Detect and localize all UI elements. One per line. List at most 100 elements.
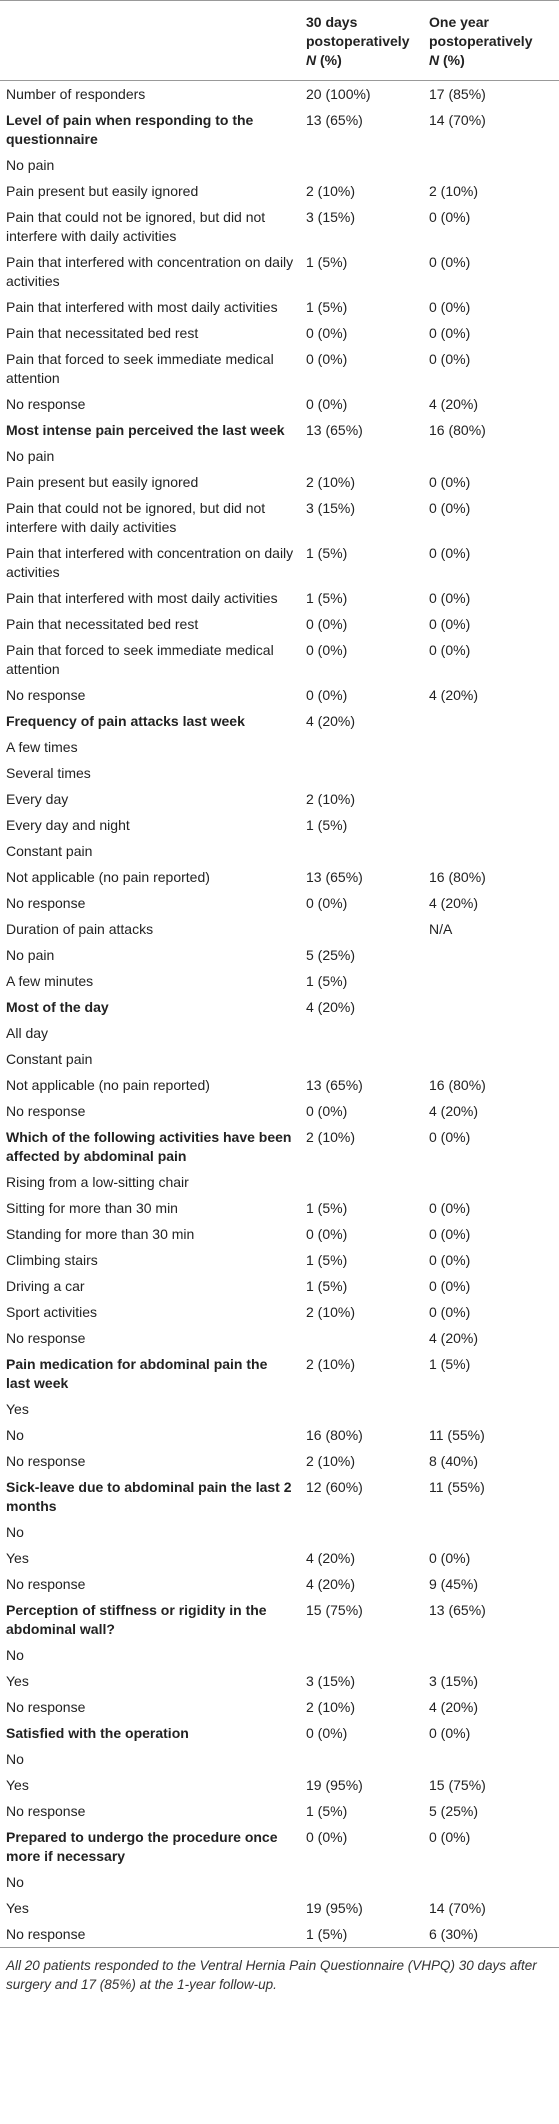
cell: 4 (20%) [429,1698,479,1715]
table-row: Driving a car 1 (5%) 0 (0%) [0,1273,559,1299]
row-label: Pain that interfered with most daily act… [6,298,278,315]
cell: 4 (20%) [429,1329,479,1346]
cell: 14 (70%) [429,111,486,128]
cell [423,1020,559,1046]
cell: 0 (0%) [306,686,348,703]
row-label: Pain that necessitated bed rest [6,324,199,341]
cell [423,1169,559,1195]
row-label: Every day and night [6,816,130,833]
cell: 16 (80%) [306,1426,363,1443]
cell: 4 (20%) [306,1549,356,1566]
table-row: No [0,1642,559,1668]
cell: 0 (0%) [429,350,471,367]
row-label: Pain present but easily ignored [6,473,199,490]
cell: 5 (25%) [306,946,356,963]
cell [300,760,423,786]
row-label: No response [6,1802,86,1819]
table-row: Pain that interfered with most daily act… [0,585,559,611]
cell: 0 (0%) [429,1549,471,1566]
cell [300,1642,423,1668]
table-row: Prepared to undergo the procedure once m… [0,1824,559,1869]
cell [300,1020,423,1046]
table-row: No pain 5 (25%) [0,942,559,968]
row-label: Duration of pain attacks [6,920,154,937]
row-label: No response [6,1452,86,1469]
row-label: No response [6,1575,86,1592]
cell: 16 (80%) [429,868,486,885]
cell: 2 (10%) [306,1698,356,1715]
cell: 1 (5%) [306,253,348,270]
table-row: Which of the following activities have b… [0,1124,559,1169]
table-row: No pain [0,443,559,469]
row-label: Frequency of pain attacks last week [6,712,245,729]
row-label: Prepared to undergo the procedure once m… [6,1828,278,1864]
row-label: No response [6,395,86,412]
row-label: Pain that forced to seek immediate medic… [6,350,274,386]
table-row: Every day 2 (10%) [0,786,559,812]
table-row: No response 0 (0%) 4 (20%) [0,890,559,916]
table-row: Pain that could not be ignored, but did … [0,204,559,249]
table-row: Yes 4 (20%) 0 (0%) [0,1545,559,1571]
cell: 1 (5%) [306,1277,348,1294]
cell: 0 (0%) [429,253,471,270]
cell: 0 (0%) [306,1724,348,1741]
header-cell [0,1,300,81]
cell [300,1396,423,1422]
cell: 0 (0%) [306,395,348,412]
table-row: Pain present but easily ignored 2 (10%) 0 … [0,469,559,495]
row-label: Pain that interfered with most daily act… [6,589,278,606]
cell: 0 (0%) [429,1724,471,1741]
cell: 3 (15%) [429,1672,479,1689]
cell [300,1169,423,1195]
row-label: No response [6,1329,86,1346]
cell: 0 (0%) [306,324,348,341]
cell [300,1869,423,1895]
cell: 4 (20%) [429,686,479,703]
cell: 4 (20%) [306,1575,356,1592]
cell: 0 (0%) [429,208,471,225]
cell: 3 (15%) [306,1672,356,1689]
table-row: No response 2 (10%) 4 (20%) [0,1694,559,1720]
table-row: Pain that interfered with most daily act… [0,294,559,320]
cell: 0 (0%) [306,350,348,367]
cell: 11 (55%) [429,1478,485,1495]
table-row: Constant pain [0,838,559,864]
cell: 14 (70%) [429,1899,486,1916]
table-row: Perception of stiffness or rigidity in t… [0,1597,559,1642]
table-row: No response 0 (0%) 4 (20%) [0,391,559,417]
cell [300,1746,423,1772]
cell: 0 (0%) [429,1277,471,1294]
cell [423,1642,559,1668]
cell: 2 (10%) [306,473,356,490]
cell: 1 (5%) [306,1251,348,1268]
table-row: Sick-leave due to abdominal pain the las… [0,1474,559,1519]
cell [300,152,423,178]
cell [423,1869,559,1895]
row-label: No response [6,686,86,703]
cell [423,838,559,864]
row-label: Driving a car [6,1277,85,1294]
cell: N/A [429,920,453,937]
table-row: Pain that forced to seek immediate medic… [0,637,559,682]
cell: 0 (0%) [429,1128,471,1145]
results-table: 30 days postoperatively N (%) One year pos… [0,0,559,1948]
table-row: Yes 19 (95%) 15 (75%) [0,1772,559,1798]
table-row: No 16 (80%) 11 (55%) [0,1422,559,1448]
table-row: Standing for more than 30 min 0 (0%) 0 (0%… [0,1221,559,1247]
table-row: Duration of pain attacks N/A [0,916,559,942]
table-row: Not applicable (no pain reported) 13 (65%… [0,1072,559,1098]
unit-label: (%) [320,52,342,68]
cell [300,838,423,864]
row-label: No [6,1750,24,1767]
row-label: A few minutes [6,972,94,989]
column-unit: N (%) [429,51,553,70]
table-row: Pain that necessitated bed rest 0 (0%) 0 (… [0,611,559,637]
table-body: Number of responders 20 (100%) 17 (85%) Lev… [0,81,559,1948]
table-row: Most intense pain perceived the last wee… [0,417,559,443]
table-row: No response 4 (20%) 9 (45%) [0,1571,559,1597]
cell [423,786,559,812]
table-row: Satisfied with the operation 0 (0%) 0 (0%) [0,1720,559,1746]
row-label: Constant pain [6,842,93,859]
row-label: Not applicable (no pain reported) [6,1076,210,1093]
